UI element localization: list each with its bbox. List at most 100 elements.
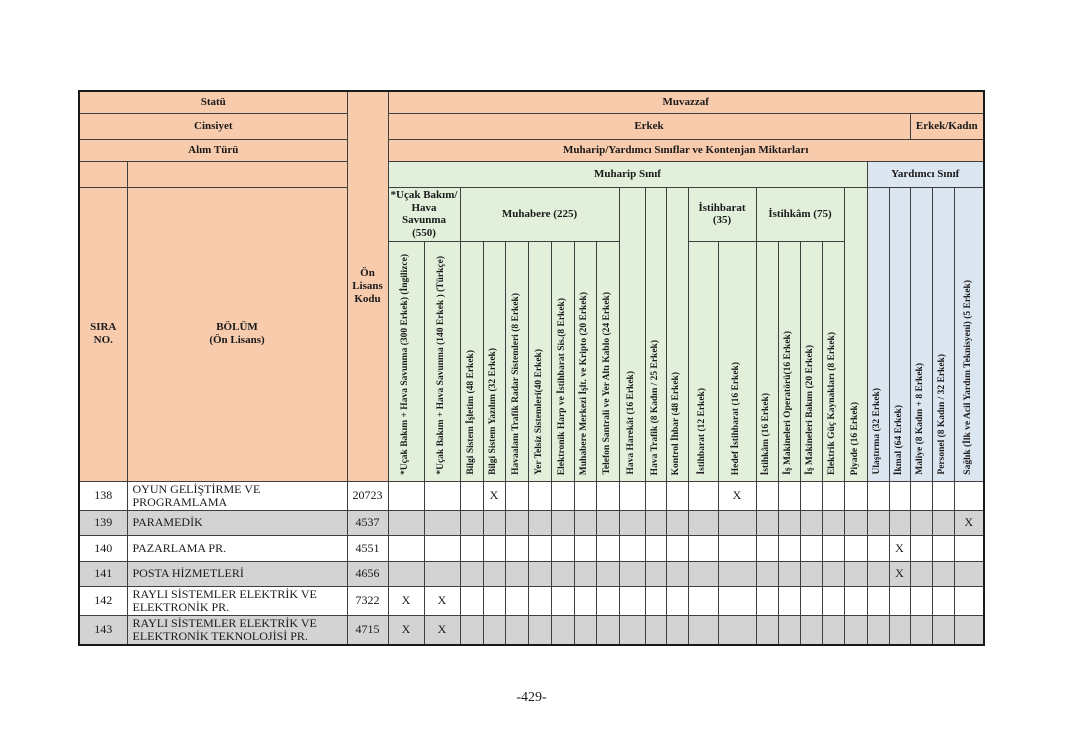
statu-label: Statü xyxy=(78,90,348,114)
cinsiyet-value-erkek-kadin: Erkek/Kadın xyxy=(909,112,985,140)
quota-cell xyxy=(644,534,667,562)
quota-cell xyxy=(953,614,985,645)
column-header: İş Makineleri Operatörü(16 Erkek) xyxy=(777,240,801,482)
quota-cell xyxy=(504,534,529,562)
alim-turu-label: Alım Türü xyxy=(78,138,348,162)
quota-cell xyxy=(618,509,646,536)
quota-cell xyxy=(387,560,425,587)
quota-cell xyxy=(866,480,890,511)
quota-cell xyxy=(665,585,689,616)
quota-cell: X xyxy=(423,614,461,645)
quota-cell xyxy=(717,585,757,616)
quota-cell xyxy=(888,614,911,645)
quota-cell: X xyxy=(423,585,461,616)
quota-cell xyxy=(799,509,823,536)
column-header-label: Elektronik Harp ve İstihbarat Sis.(8 Erk… xyxy=(556,297,567,475)
cell-sira: 141 xyxy=(78,560,128,587)
quota-cell xyxy=(482,560,506,587)
column-header: İstihbarat (12 Erkek) xyxy=(687,240,719,482)
quota-cell xyxy=(459,560,484,587)
quota-cell xyxy=(595,534,620,562)
quota-cell xyxy=(504,585,529,616)
column-header-label: İş Makineleri Bakım (20 Erkek) xyxy=(805,345,816,475)
quota-cell xyxy=(687,534,719,562)
quota-cell xyxy=(423,509,461,536)
cinsiyet-label: Cinsiyet xyxy=(78,112,348,140)
quota-cell xyxy=(504,560,529,587)
table-row: 141 POSTA HİZMETLERİ 4656 X xyxy=(78,560,985,587)
bolum-header: BÖLÜM (Ön Lisans) xyxy=(126,186,348,482)
quota-cell xyxy=(909,585,933,616)
quota-cell xyxy=(573,560,597,587)
column-header-label: Maliye (8 Kadın + 8 Erkek) xyxy=(915,363,926,475)
column-header-label: Hava Harekât (16 Erkek) xyxy=(626,371,637,475)
quota-cell xyxy=(423,534,461,562)
alim-turu-value: Muharip/Yardımcı Sınıflar ve Kontenjan M… xyxy=(387,138,985,162)
quota-cell xyxy=(777,480,801,511)
quota-cell xyxy=(527,585,552,616)
column-header: *Uçak Bakım + Hava Savunma (140 Erkek ) … xyxy=(423,240,461,482)
quota-cell xyxy=(550,560,575,587)
quota-cell xyxy=(866,614,890,645)
quota-cell xyxy=(527,614,552,645)
quota-cell xyxy=(888,480,911,511)
quota-cell: X xyxy=(953,509,985,536)
quota-cell xyxy=(843,509,868,536)
quota-cell xyxy=(459,534,484,562)
table-row: 139 PARAMEDİK 4537 X xyxy=(78,509,985,536)
column-header: Sağlık (İlk ve Acil Yardım Teknisyeni) (… xyxy=(953,186,985,482)
quota-cell xyxy=(665,509,689,536)
quota-cell xyxy=(843,560,868,587)
rotated-header-row: *Uçak Bakım + Hava Savunma (300 Erkek) (… xyxy=(79,240,984,482)
quota-cell xyxy=(866,509,890,536)
column-header: Hedef İstihbarat (16 Erkek) xyxy=(717,240,757,482)
quota-cell xyxy=(573,509,597,536)
column-header-label: *Uçak Bakım + Hava Savunma (140 Erkek ) … xyxy=(436,256,447,475)
quota-cell xyxy=(821,480,845,511)
quota-cell xyxy=(777,560,801,587)
quota-cell xyxy=(459,614,484,645)
column-header: Elektronik Harp ve İstihbarat Sis.(8 Erk… xyxy=(550,240,575,482)
quota-cell xyxy=(595,480,620,511)
quota-cell xyxy=(755,480,779,511)
quota-cell xyxy=(687,509,719,536)
quota-cell xyxy=(866,534,890,562)
quota-cell xyxy=(717,560,757,587)
page-number: -429- xyxy=(516,690,547,705)
column-header: Hava Trafik (8 Kadın / 25 Erkek) xyxy=(644,186,667,482)
quota-cell: X xyxy=(387,585,425,616)
quota-table: Statü Ön Lisans Kodu Muvazzaf Cinsiyet E… xyxy=(78,90,985,646)
table-row: 142 RAYLI SİSTEMLER ELEKTRİK VE ELEKTRONİ… xyxy=(78,585,985,616)
cell-bolum: RAYLI SİSTEMLER ELEKTRİK VE ELEKTRONİK P… xyxy=(126,585,348,616)
column-header: Telefon Santrali ve Yer Altı Kablo (24 E… xyxy=(595,240,620,482)
quota-cell xyxy=(799,614,823,645)
column-header-label: Sağlık (İlk ve Acil Yardım Teknisyeni) (… xyxy=(963,280,973,475)
quota-cell xyxy=(618,560,646,587)
column-header: Hava Harekât (16 Erkek) xyxy=(618,186,646,482)
quota-cell xyxy=(953,480,985,511)
quota-cell: X xyxy=(387,614,425,645)
column-header-label: Ulaştırma (32 Erkek) xyxy=(872,388,883,475)
quota-cell xyxy=(573,480,597,511)
cell-kod: 4537 xyxy=(346,509,389,536)
muharip-sinif-header: Muharip Sınıf xyxy=(387,160,868,188)
quota-cell xyxy=(459,480,484,511)
cell-bolum: POSTA HİZMETLERİ xyxy=(126,560,348,587)
quota-cell xyxy=(821,534,845,562)
quota-cell xyxy=(953,534,985,562)
cell-bolum: OYUN GELİŞTİRME VE PROGRAMLAMA xyxy=(126,480,348,511)
table-row: 138 OYUN GELİŞTİRME VE PROGRAMLAMA 20723 X X xyxy=(78,480,985,511)
quota-cell xyxy=(644,585,667,616)
column-header-label: Havaalanı Trafik Radar Sistemleri (8 Erk… xyxy=(510,293,521,475)
quota-cell xyxy=(665,534,689,562)
quota-cell xyxy=(573,585,597,616)
column-header-label: İkmal (64 Erkek) xyxy=(893,404,904,475)
quota-cell xyxy=(687,480,719,511)
cell-sira: 139 xyxy=(78,509,128,536)
group-header-row: SIRA NO. BÖLÜM (Ön Lisans) *Uçak Bakım/ … xyxy=(78,186,985,482)
column-header: İstihkâm (16 Erkek) xyxy=(755,240,779,482)
quota-cell xyxy=(843,534,868,562)
column-header-label: Telefon Santrali ve Yer Altı Kablo (24 E… xyxy=(601,292,612,475)
column-header-label: *Uçak Bakım + Hava Savunma (300 Erkek) (… xyxy=(400,253,411,475)
quota-cell xyxy=(717,509,757,536)
